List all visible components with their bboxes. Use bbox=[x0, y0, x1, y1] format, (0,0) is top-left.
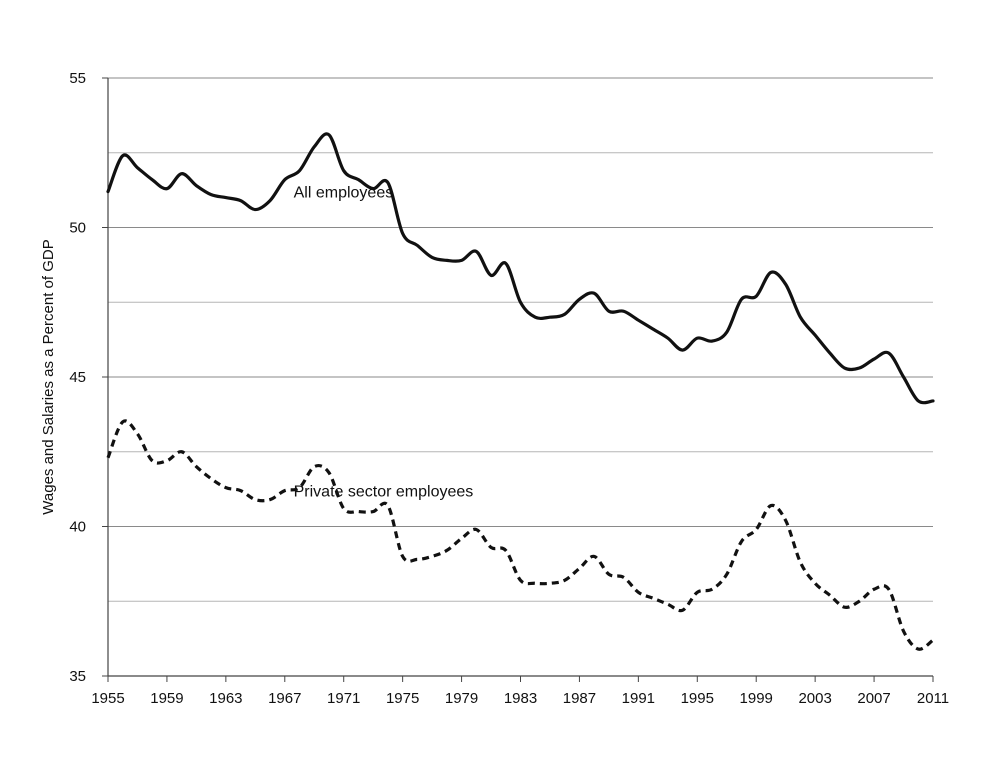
y-tick-labels: 35 40 45 50 55 bbox=[69, 70, 108, 685]
series-label-private-sector-employees: Private sector employees bbox=[294, 484, 474, 501]
y-tick-label: 50 bbox=[69, 220, 86, 237]
x-tick-label: 1967 bbox=[268, 690, 301, 707]
x-tick-label: 1971 bbox=[327, 690, 360, 707]
y-tick-label: 55 bbox=[69, 70, 86, 87]
x-tick-label: 1983 bbox=[504, 690, 537, 707]
x-tick-label: 1963 bbox=[209, 690, 242, 707]
series-layer bbox=[106, 132, 935, 651]
series-label-all-employees: All employees bbox=[294, 185, 394, 202]
x-tick-label: 1999 bbox=[740, 690, 773, 707]
x-tick-label: 1975 bbox=[386, 690, 419, 707]
x-tick-label: 1991 bbox=[622, 690, 655, 707]
x-tick-label: 1959 bbox=[150, 690, 183, 707]
y-tick-label: 45 bbox=[69, 369, 86, 386]
annotation-layer: All employees Private sector employees bbox=[294, 185, 474, 501]
x-tick-label: 1979 bbox=[445, 690, 478, 707]
grid-layer bbox=[108, 77, 933, 602]
x-tick-labels: 1955 1959 1963 1967 1971 1975 1979 1983 1987 1991… bbox=[91, 676, 949, 707]
y-tick-label: 35 bbox=[69, 668, 86, 685]
x-tick-label: 1995 bbox=[681, 690, 714, 707]
y-tick-label: 40 bbox=[69, 519, 86, 536]
series-line-private-sector-employees bbox=[106, 419, 934, 651]
y-axis-title: Wages and Salaries as a Percent of GDP bbox=[40, 239, 57, 514]
x-tick-label: 2007 bbox=[857, 690, 890, 707]
x-tick-label: 1987 bbox=[563, 690, 596, 707]
x-tick-label: 1955 bbox=[91, 690, 124, 707]
series-line-all-employees bbox=[106, 132, 935, 405]
x-tick-label: 2011 bbox=[917, 690, 949, 707]
x-tick-label: 2003 bbox=[798, 690, 831, 707]
